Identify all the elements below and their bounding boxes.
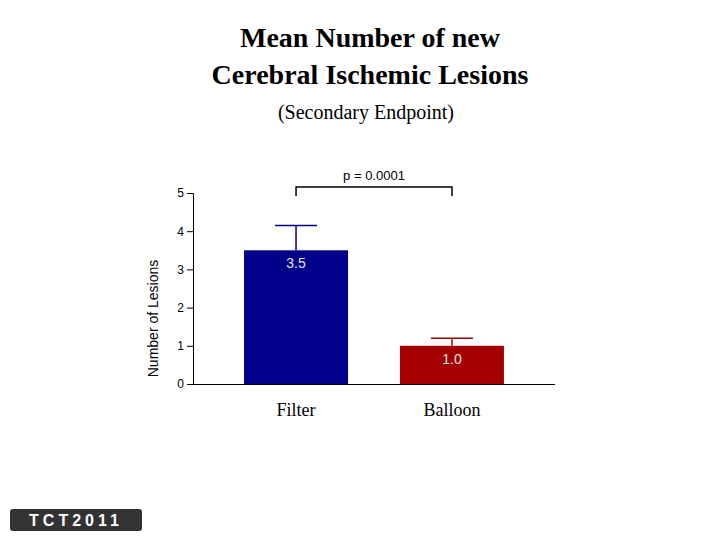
bar [244,250,348,384]
chart: Mean Number of newCerebral Ischemic Lesi… [0,0,720,540]
y-tick-mark [187,193,193,194]
y-tick: 5 [177,186,193,200]
title: Mean Number of newCerebral Ischemic Lesi… [212,22,529,90]
error-bar-cap [275,225,317,227]
y-tick-label: 0 [177,377,184,391]
y-tick-label: 4 [177,225,184,239]
y-axis: 0 1 2 3 4 5 [177,186,193,391]
footer-logo-bg [10,509,142,531]
y-tick: 2 [177,301,193,315]
bars [244,225,504,384]
bar [400,346,504,384]
y-tick-label: 3 [177,263,184,277]
y-tick: 1 [177,339,193,353]
significance-bracket [296,187,452,196]
x-tick: Balloon [423,400,480,420]
y-axis-line [187,194,194,385]
error-bar [431,338,473,346]
annotation: p = 0.0001 [343,168,405,183]
y-tick-mark [187,231,193,232]
y-tick-label: 2 [177,301,184,315]
error-bar [275,225,317,250]
x-axis-line [193,384,555,385]
data-label: 3.5 [286,255,306,271]
error-bar-cap [431,337,473,339]
y-tick-mark [187,384,193,385]
x-tick: Filter [277,400,316,420]
y-tick-mark [187,346,193,347]
y-tick: 4 [177,225,193,239]
y-axis-title: Number of Lesions [145,260,161,378]
footer: TCT2011 [29,512,123,529]
x-tick-label: Balloon [423,400,480,420]
y-tick-label: 5 [177,186,184,200]
y-tick: 0 [177,377,193,391]
x-tick-label: Filter [277,400,316,420]
subtitle: (Secondary Endpoint) [278,101,454,124]
data-label: 1.0 [442,351,462,367]
y-tick: 3 [177,263,193,277]
y-tick-mark [187,269,193,270]
y-tick-mark [187,308,193,309]
x-axis: Filter Balloon [193,385,555,420]
y-tick-label: 1 [177,339,184,353]
error-bar-stem [295,225,297,250]
error-bar-stem [451,338,453,346]
